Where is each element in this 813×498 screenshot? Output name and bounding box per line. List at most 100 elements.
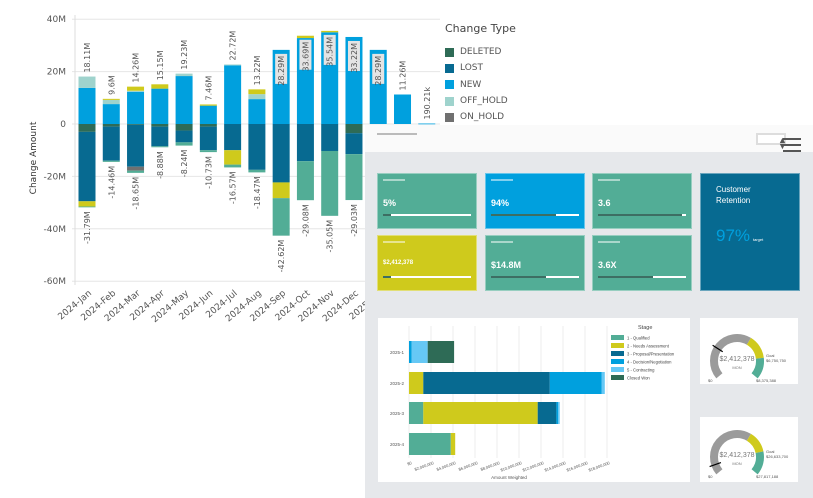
bar-segment-lost <box>102 126 120 161</box>
kpi-progress-bar <box>383 214 471 216</box>
hamburger-menu-icon[interactable] <box>783 138 801 156</box>
positive-total-label: 9.6M <box>107 75 116 95</box>
stage-bar-segment <box>427 341 455 363</box>
stage-bar-segment <box>409 402 424 424</box>
bar-segment-deleted <box>199 124 217 127</box>
customer-retention-tile[interactable]: Customer Retention 97% target <box>700 173 800 291</box>
gauge-goal-value: $6,750,750 <box>766 358 787 363</box>
kpi-label-placeholder <box>383 179 405 181</box>
legend-label: 4 - Decision/Negotiation <box>627 360 672 365</box>
bar-segment-deleted <box>151 124 169 127</box>
kpi-progress-bar <box>598 276 686 278</box>
kpi-tile[interactable]: $14.8M <box>485 235 585 291</box>
negative-total-label: -35.05M <box>326 220 335 253</box>
stage-bar-segment <box>601 372 605 394</box>
gauge-min-label: $0 <box>708 474 713 479</box>
legend-label: OFF_HOLD <box>460 96 508 107</box>
legend-swatch <box>445 112 454 122</box>
positive-total-label: 18.11M <box>83 43 92 73</box>
total-label-box <box>299 39 312 70</box>
x-axis-title: Amount Weighted <box>491 475 527 480</box>
legend-item[interactable]: LOST <box>445 60 516 76</box>
bar-segment-lost <box>321 124 339 151</box>
positive-total-label: 22.72M <box>229 31 238 61</box>
bar-segment-other <box>296 35 314 39</box>
positive-total-label: 13.22M <box>253 55 262 85</box>
kpi-label-placeholder <box>598 241 620 243</box>
bar-segment-other <box>78 201 96 207</box>
gauge-panel-2: $2,412,378 MON Goal $26,633,700 $0 $27,817,18… <box>700 417 798 482</box>
gauge-value: $2,412,378 <box>719 356 754 363</box>
x-tick-label: $16,000,000 <box>566 460 589 473</box>
gauge-1: $2,412,378 MON Goal$6,750,750 $0 $8,375,388 <box>708 334 787 383</box>
kpi-progress-bar <box>491 276 579 278</box>
kpi-tile[interactable]: 3.6X <box>592 235 692 291</box>
legend-item[interactable]: OFF_HOLD <box>445 93 516 109</box>
kpi-tile[interactable]: 5% <box>377 173 477 229</box>
change-amount-chart: 40M 20M 0 -20M -40M -60M Change Amount 18.11M -3… <box>29 15 440 325</box>
bar-segment-new <box>199 105 217 124</box>
legend-item[interactable]: DELETED <box>445 44 516 60</box>
stage-bar-chart: $0 $2,000,000 $4,000,000 $6,000,000 $8,000,0… <box>390 325 675 480</box>
x-tick-label: $8,000,000 <box>480 460 501 472</box>
x-tick-label: $14,000,000 <box>544 460 567 473</box>
gauge-goal-label: Goal <box>766 449 775 454</box>
positive-total-label: 28.29M <box>374 56 383 86</box>
y-tick-label: 0 <box>60 120 66 130</box>
bar-segment-deleted <box>102 124 120 127</box>
bar-segment-other <box>127 86 145 91</box>
y-axis-title: Change Amount <box>29 121 39 194</box>
bar-segment-new <box>78 87 96 124</box>
negative-total-label: -29.03M <box>350 204 359 237</box>
sort-arrows-icon[interactable]: ▲ ▼ <box>778 135 787 151</box>
bar-segment-deleted <box>175 124 193 131</box>
bar-segment-other <box>321 150 339 216</box>
bar-segment-new <box>394 94 412 124</box>
change-type-legend: Change Type DELETED LOST NEW OFF_HOLD ON_HOL… <box>445 22 516 125</box>
positive-total-label: 33.22M <box>350 43 359 73</box>
legend-swatch <box>611 367 624 372</box>
dashboard-overlay: ▲ ▼ 5% 94% 3.6 $2,412,378 $14.8M 3.6X Customer… <box>365 125 813 498</box>
bar-segment-other <box>175 142 193 146</box>
positive-total-label: 14.26M <box>132 53 141 83</box>
x-tick-label: $0 <box>406 460 413 466</box>
legend-item[interactable]: NEW <box>445 77 516 93</box>
gauge-panel-1: $2,412,378 MON Goal $6,750,750 $0 $8,375,388 <box>700 318 798 384</box>
bar-segment-other <box>321 30 339 33</box>
bar-segment-new <box>102 104 120 124</box>
kpi-label-placeholder <box>491 241 513 243</box>
y-tick-label: -40M <box>44 225 66 235</box>
bar-segment-other <box>224 150 242 165</box>
gauge-goal-label: Goal <box>766 353 775 358</box>
bar-segment-new <box>151 88 169 124</box>
positive-total-label: 28.29M <box>277 56 286 86</box>
kpi-tile[interactable]: 3.6 <box>592 173 692 229</box>
negative-total-label: -14.46M <box>107 166 116 199</box>
x-tick-label: $6,000,000 <box>458 460 479 472</box>
legend-label: 1 - Qualified <box>627 336 650 341</box>
legend-item[interactable]: ON_HOLD <box>445 109 516 125</box>
bar-segment-on_hold <box>127 166 145 171</box>
legend-label: Closed Won <box>627 376 650 381</box>
gauge-max-label: $8,375,388 <box>756 378 777 383</box>
legend-swatch <box>611 343 624 348</box>
kpi-tile[interactable]: $2,412,378 <box>377 235 477 291</box>
legend-label: 3 - Proposal/Presentation <box>627 352 675 357</box>
legend-label: LOST <box>460 63 483 74</box>
negative-total-label: -10.73M <box>204 156 213 189</box>
stage-bar-segment <box>558 402 560 424</box>
kpi-value: $2,412,378 <box>383 260 414 266</box>
bar-segment-new <box>175 76 193 124</box>
legend-label: ON_HOLD <box>460 112 505 123</box>
total-label-box <box>323 34 336 65</box>
bar-segment-other <box>248 169 266 173</box>
bar-segment-other <box>248 89 266 95</box>
kpi-progress-bar <box>491 214 579 216</box>
dashboard-header: ▲ ▼ <box>365 125 813 152</box>
gauge-gray-arc <box>710 334 751 379</box>
bar-segment-other <box>127 170 145 173</box>
kpi-tile[interactable]: 94% <box>485 173 585 229</box>
total-label-box <box>347 40 360 71</box>
legend-swatch <box>611 359 624 364</box>
stage-bar-segment <box>409 372 424 394</box>
